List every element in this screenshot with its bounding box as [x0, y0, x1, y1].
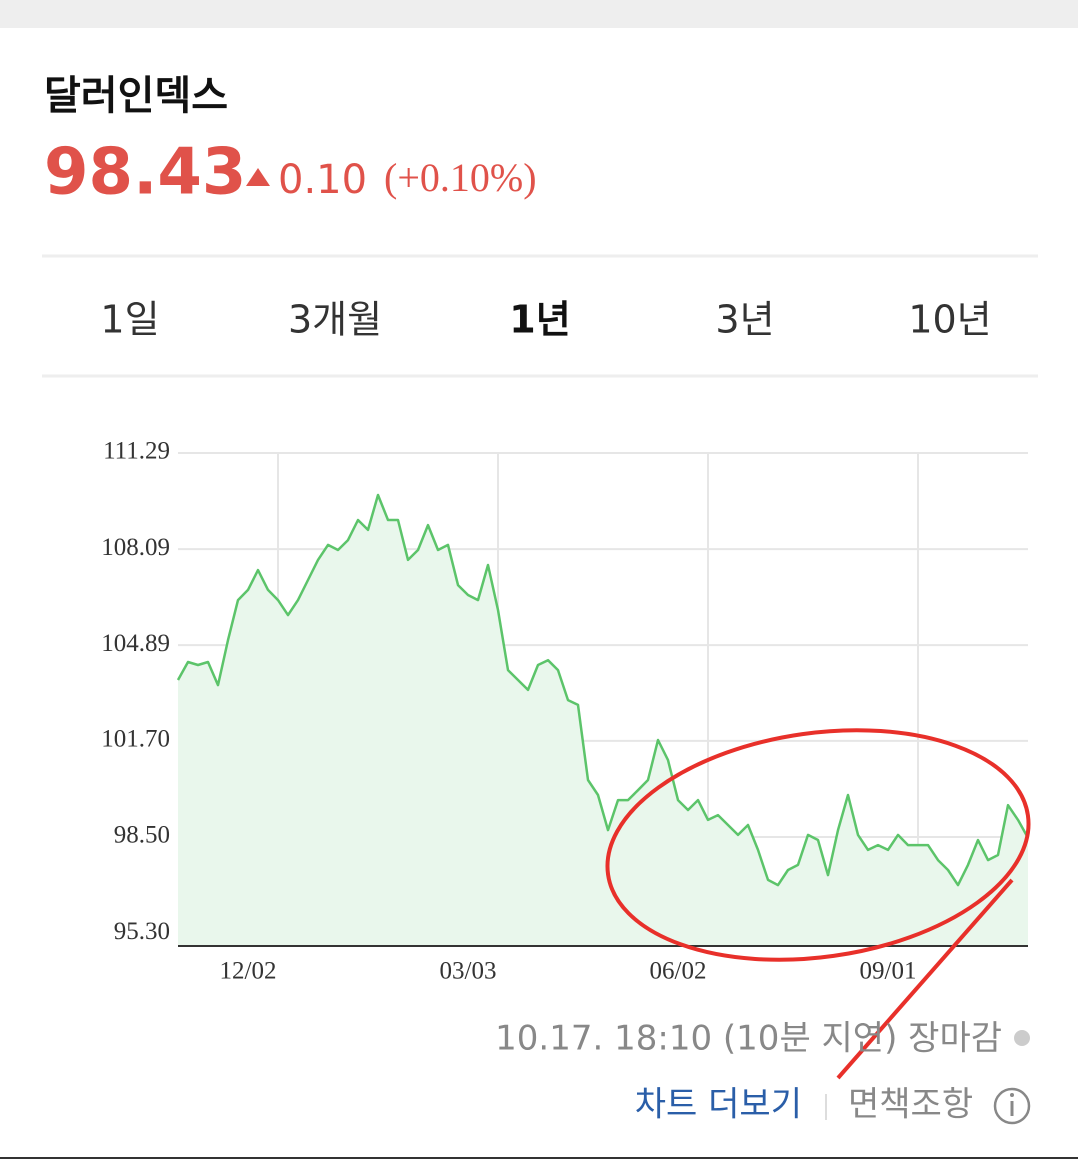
y-tick-label: 104.89	[101, 630, 170, 657]
annotation-stroke	[836, 878, 1014, 1080]
more-link[interactable]: 차트 더보기	[635, 1085, 802, 1125]
y-tick-label: 98.50	[114, 822, 170, 849]
line	[176, 493, 1030, 887]
y-tick-label: 108.09	[101, 534, 170, 561]
chart: 111.29 108.09 104.89 101.70 98.50 95.30 12/02 0…	[101, 438, 1030, 985]
change-pct: (+0.10%)	[384, 155, 537, 200]
tabs: 1일 3개월 1년 3년 10년	[100, 298, 992, 378]
timestamp: 10.17. 18:10 (10분 지연) 장마감	[495, 1019, 1002, 1059]
info-icon[interactable]	[993, 1087, 1031, 1125]
annotation-circle	[605, 728, 1031, 962]
area	[178, 495, 1028, 946]
status-dot	[1014, 1030, 1030, 1046]
change: 0.10	[278, 157, 367, 203]
tab[interactable]: 1년	[509, 298, 570, 342]
tab[interactable]: 1일	[100, 298, 159, 342]
x-tick-label: 09/01	[860, 958, 917, 985]
top-bar	[0, 0, 1078, 28]
price: 98.43	[44, 136, 246, 210]
tab[interactable]: 10년	[908, 298, 991, 342]
x-tick-label: 12/02	[220, 958, 277, 985]
title: 달러인덱스	[44, 73, 228, 119]
y-tick-label: 101.70	[101, 726, 170, 753]
x-tick-label: 03/03	[440, 958, 497, 985]
y-tick-label: 95.30	[114, 918, 170, 945]
disclaimer-link[interactable]: 면책조항	[848, 1085, 973, 1125]
info-icon-dot	[1010, 1093, 1014, 1097]
tab[interactable]: 3년	[715, 298, 774, 342]
tab[interactable]: 3개월	[288, 298, 382, 342]
up-arrow	[246, 168, 270, 186]
y-tick-label: 111.29	[103, 438, 170, 465]
x-tick-label: 06/02	[650, 958, 707, 985]
